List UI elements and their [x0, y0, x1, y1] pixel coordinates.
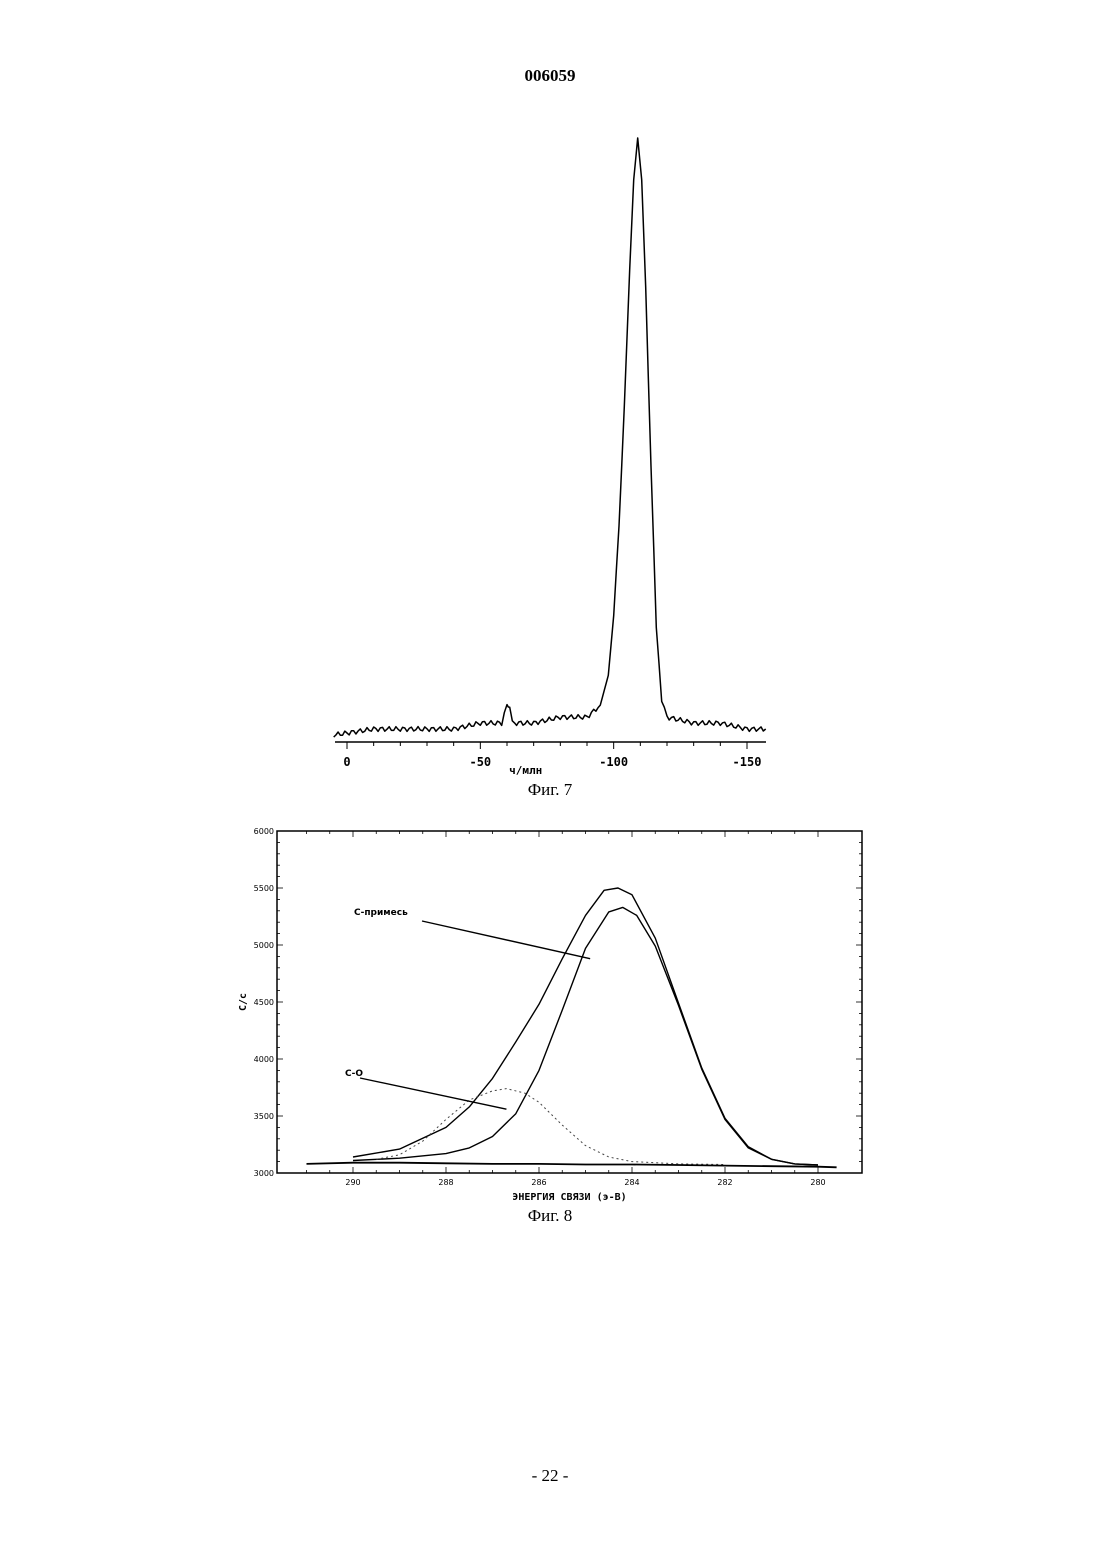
annotation-leader-c-o [360, 1078, 506, 1109]
y-tick-label: 6000 [254, 827, 274, 836]
y-tick-label: 4000 [254, 1055, 274, 1064]
series-line-2 [353, 907, 818, 1165]
x-tick-label: 286 [531, 1178, 546, 1187]
y-tick-label: 4500 [254, 998, 274, 1007]
plot-frame [277, 831, 862, 1173]
page-number: - 22 - [0, 1466, 1100, 1486]
x-tick-label: 284 [624, 1178, 639, 1187]
x-tick-label: 290 [345, 1178, 360, 1187]
figure-8-caption: Фиг. 8 [0, 1206, 1100, 1226]
x-tick-label: 282 [717, 1178, 732, 1187]
annotation-leader-c-impurity [422, 921, 590, 959]
series-line-4 [307, 1163, 837, 1168]
y-tick-label: 3500 [254, 1112, 274, 1121]
x-tick-label: 280 [810, 1178, 825, 1187]
y-tick-label: 3000 [254, 1169, 274, 1178]
y-axis-label: С/с [238, 993, 249, 1011]
y-tick-label: 5500 [254, 884, 274, 893]
x-tick-label: 288 [438, 1178, 453, 1187]
x-axis-label: ЭНЕРГИЯ СВЯЗИ (э-В) [512, 1192, 626, 1203]
y-tick-label: 5000 [254, 941, 274, 950]
series-line-3 [376, 1089, 725, 1165]
annotation-c-impurity: С-примесь [354, 908, 408, 918]
series-line-1 [353, 888, 818, 1165]
